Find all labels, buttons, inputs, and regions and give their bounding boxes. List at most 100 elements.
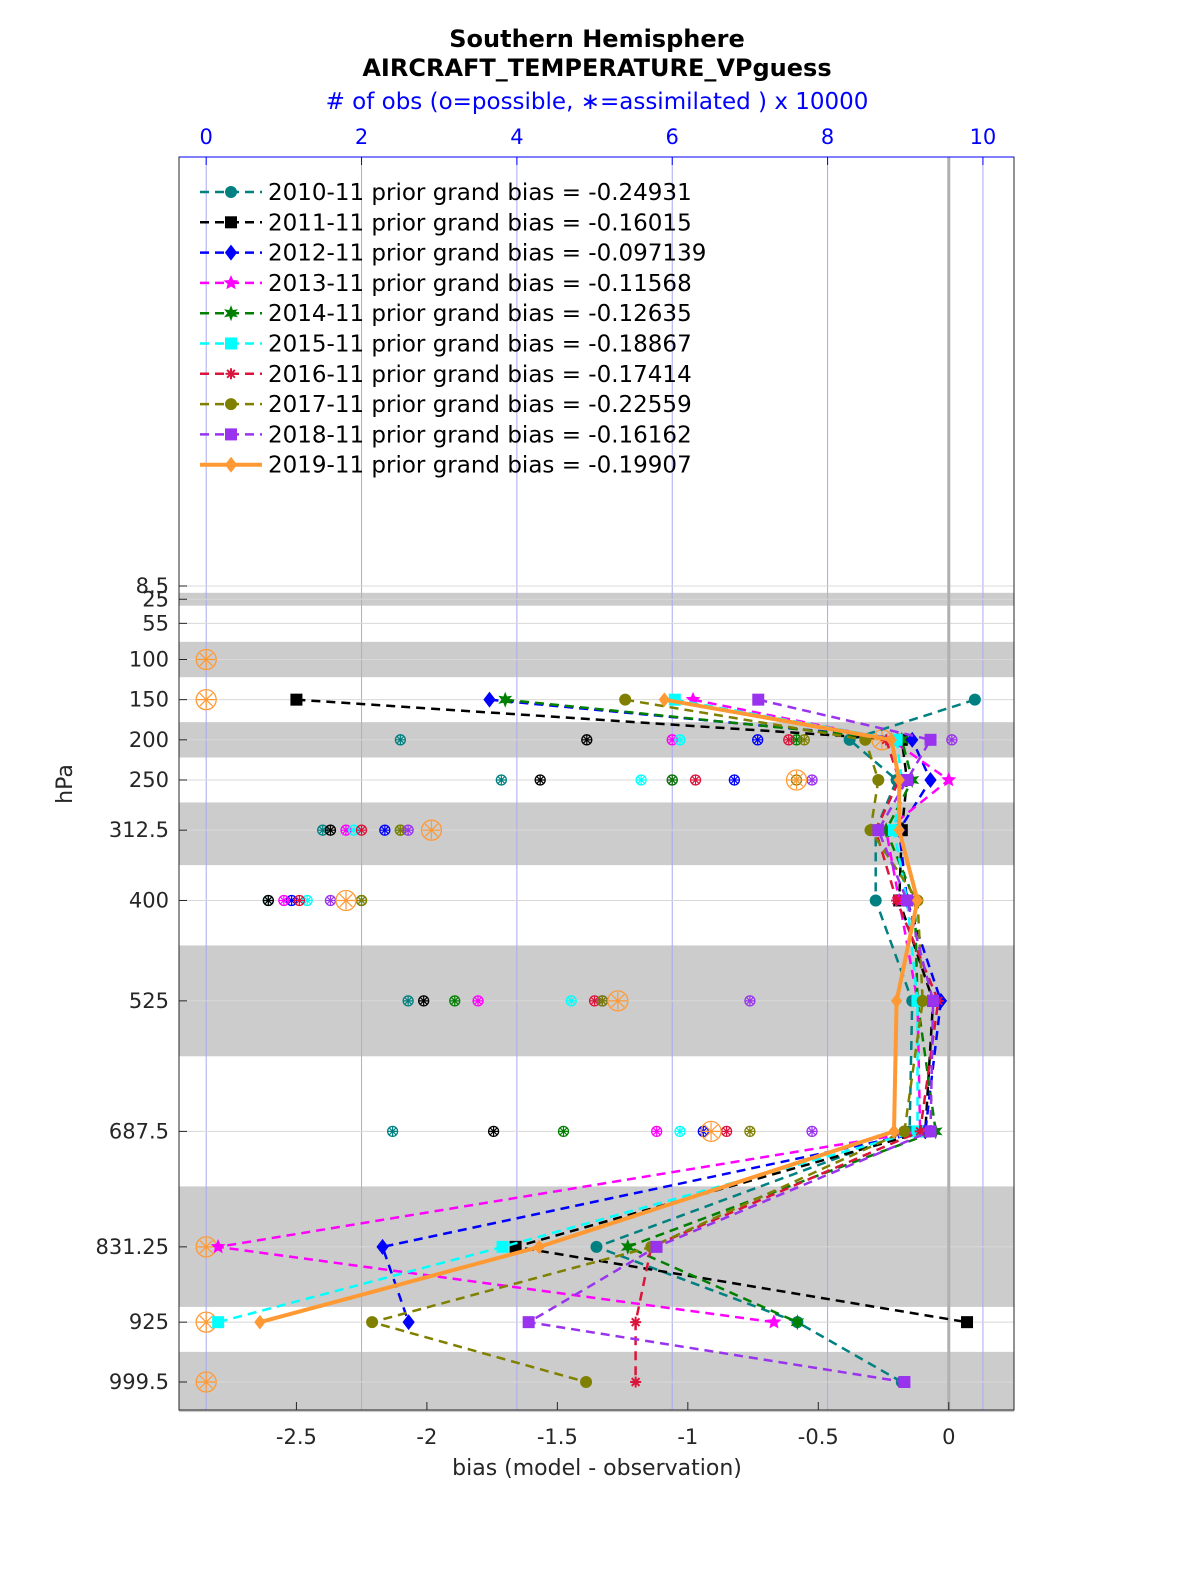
legend-marker [223,275,239,290]
obs-assimilated-marker [403,995,414,1006]
data-point [630,1316,642,1328]
x-tick-label: -2 [416,1425,437,1449]
obs-assimilated-marker [496,774,507,785]
obs-assimilated-marker [395,734,406,745]
obs-assimilated-marker [702,1122,721,1141]
obs-assimilated-marker [325,895,336,906]
top-tick-label: 0 [199,125,212,149]
grid-lines [179,157,1014,1410]
data-point [752,693,765,706]
obs-possible-marker [700,1120,722,1143]
obs-assimilated-marker [744,995,755,1006]
top-tick-label: 8 [821,125,834,149]
obs-assimilated-marker [807,1126,818,1137]
series-line [634,739,940,1382]
obs-possible-marker [335,889,357,912]
data-point [366,1316,379,1329]
obs-assimilated-marker [197,1237,216,1256]
data-point [498,691,513,708]
x-tick-label: 0 [942,1425,955,1449]
obs-assimilated-marker [302,895,313,906]
legend-entry: 2017-11 prior grand bias = -0.22559 [268,392,692,418]
data-point [872,824,885,837]
series-line [380,698,943,1323]
y-tick-label: 925 [129,1310,169,1334]
obs-assimilated-marker [636,774,647,785]
obs-possible-marker [785,769,808,791]
series-line [592,698,976,1384]
data-point [968,693,981,706]
obs-assimilated-marker [286,895,297,906]
series-line [217,698,919,1324]
obs-assimilated-marker [422,821,441,840]
top-tick-label: 2 [355,125,368,149]
obs-possible-marker [607,990,629,1012]
top-axis-label: # of obs (o=possible, ∗=assimilated ) x … [326,89,869,115]
legend-entry: 2013-11 prior grand bias = -0.11568 [268,271,692,297]
data-point [885,732,897,748]
top-tick-label: 10 [970,125,997,149]
obs-assimilated-marker [341,825,351,836]
data-point [924,733,937,746]
legend-entry: 2014-11 prior grand bias = -0.12635 [268,301,692,327]
y-tick-label: 8.5 [136,574,169,598]
obs-assimilated-marker [651,1126,662,1137]
obs-assimilated-marker [197,690,216,709]
obs-assimilated-marker [337,891,355,910]
legend-marker [225,186,237,198]
series-line [525,698,935,1384]
legend-marker [225,398,237,411]
obs-assimilated-marker [379,825,390,836]
data-point [961,1316,974,1329]
data-point [766,1314,782,1329]
obs-assimilated-marker [752,734,763,745]
obs-assimilated-marker [581,734,592,745]
data-point [890,993,903,1009]
data-point [210,1239,226,1254]
obs-assimilated-marker [348,825,359,836]
data-point [496,1240,509,1253]
y-tick-label: 312.5 [109,818,169,842]
data-point [522,1316,535,1329]
data-point [898,1376,911,1388]
obs-possible-marker [195,689,217,711]
x-tick-label: -0.5 [798,1425,839,1449]
x-tick-label: -1 [677,1425,698,1449]
y-axis-label: hPa [53,764,78,804]
data-point [898,1125,911,1138]
obs-assimilated-marker [387,1126,398,1137]
obs-assimilated-marker [356,825,367,836]
data-point [924,772,937,788]
data-point [927,994,940,1007]
obs-possible-marker [420,819,443,841]
legend-entry: 2015-11 prior grand bias = -0.18867 [268,332,692,358]
legend-marker [225,428,237,441]
x-axis-label: bias (model - observation) [452,1456,742,1481]
obs-assimilated-marker [667,774,678,785]
data-point [941,772,957,787]
obs-assimilated-marker [473,995,484,1006]
obs-possible-marker [195,1371,217,1393]
chart-subtitle: AIRCRAFT_TEMPERATURE_VPguess [362,54,831,82]
obs-assimilated-marker [263,895,274,906]
obs-assimilated-marker [721,1126,732,1137]
obs-assimilated-marker [449,995,460,1006]
obs-assimilated-marker [197,1373,216,1391]
data-point [254,1314,266,1330]
data-point [891,894,903,906]
legend-marker [225,368,237,380]
y-tick-label: 687.5 [109,1119,169,1143]
y-tick-label: 200 [129,728,169,752]
obs-assimilated-marker [325,825,336,836]
obs-assimilated-marker [403,825,414,836]
data-point [790,1314,805,1331]
obs-assimilated-marker [791,734,802,745]
legend-marker [224,305,238,322]
data-point [630,1376,642,1388]
obs-assimilated-marker [597,995,608,1006]
obs-assimilated-marker [589,995,600,1006]
obs-assimilated-marker [356,895,367,906]
y-tick-label: 55 [142,611,169,635]
